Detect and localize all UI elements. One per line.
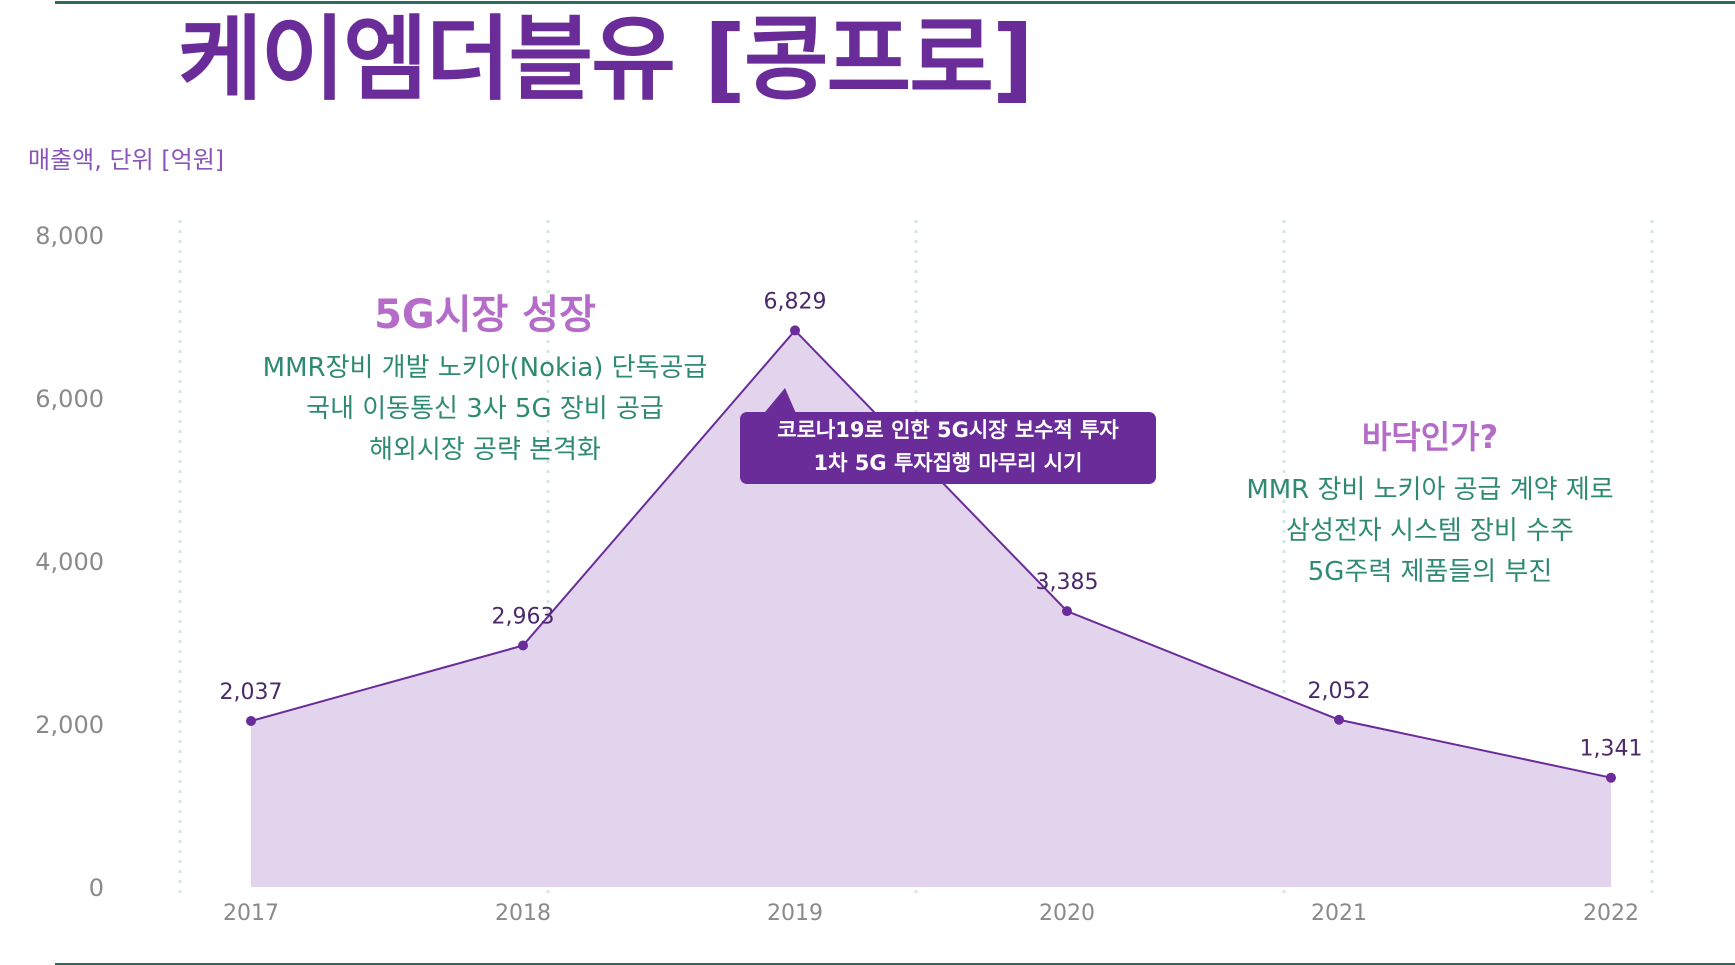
x-tick-label: 2020 <box>1039 901 1095 926</box>
growth-annotation-line: MMR장비 개발 노키아(Nokia) 단독공급 <box>262 353 708 383</box>
unit-label: 매출액, 단위 [억원] <box>28 146 225 174</box>
data-label: 2,037 <box>220 680 283 705</box>
page-title: 케이엠더블유 [콩프로] <box>178 6 1034 113</box>
data-label: 6,829 <box>764 289 827 314</box>
callout-box: 코로나19로 인한 5G시장 보수적 투자 1차 5G 투자집행 마무리 시기 <box>740 412 1156 484</box>
data-point <box>790 325 800 336</box>
bottom-annotation-line: 5G주력 제품들의 부진 <box>1307 557 1553 587</box>
y-tick-label: 4,000 <box>35 548 104 576</box>
x-tick-label: 2017 <box>223 901 279 926</box>
data-point <box>1334 714 1344 725</box>
callout-tail <box>760 388 798 418</box>
bottom-annotation-line: MMR 장비 노키아 공급 계약 제로 <box>1246 475 1614 505</box>
growth-annotation-line: 해외시장 공략 본격화 <box>369 435 601 465</box>
y-tick-label: 8,000 <box>35 222 104 250</box>
growth-annotation-lines: MMR장비 개발 노키아(Nokia) 단독공급 국내 이동통신 3사 5G 장… <box>210 348 760 471</box>
data-label: 2,052 <box>1308 679 1371 704</box>
x-tick-label: 2019 <box>767 901 823 926</box>
data-point <box>246 715 256 726</box>
y-tick-label: 6,000 <box>35 385 104 413</box>
growth-annotation-title: 5G시장 성장 <box>374 292 596 338</box>
callout-line: 코로나19로 인한 5G시장 보수적 투자 <box>777 418 1119 442</box>
data-point <box>1062 606 1072 617</box>
data-label: 3,385 <box>1036 570 1099 595</box>
area-fill <box>251 330 1611 887</box>
y-tick-label: 2,000 <box>35 711 104 739</box>
x-tick-label: 2022 <box>1583 901 1639 926</box>
bottom-annotation-title: 바닥인가? <box>1361 418 1499 456</box>
y-tick-label: 0 <box>89 874 104 902</box>
data-label: 2,963 <box>492 605 555 630</box>
bottom-annotation-line: 삼성전자 시스템 장비 수주 <box>1286 516 1574 546</box>
growth-annotation-line: 국내 이동통신 3사 5G 장비 공급 <box>306 394 664 424</box>
callout-tail-shape <box>760 388 798 418</box>
top-rule <box>55 1 1735 4</box>
data-label: 1,341 <box>1580 737 1643 762</box>
bottom-annotation-lines: MMR 장비 노키아 공급 계약 제로 삼성전자 시스템 장비 수주 5G주력 … <box>1180 470 1680 593</box>
x-tick-label: 2018 <box>495 901 551 926</box>
callout-line: 1차 5G 투자집행 마무리 시기 <box>813 451 1083 475</box>
x-tick-label: 2021 <box>1311 901 1367 926</box>
data-point <box>1606 772 1616 783</box>
data-point <box>518 640 528 651</box>
